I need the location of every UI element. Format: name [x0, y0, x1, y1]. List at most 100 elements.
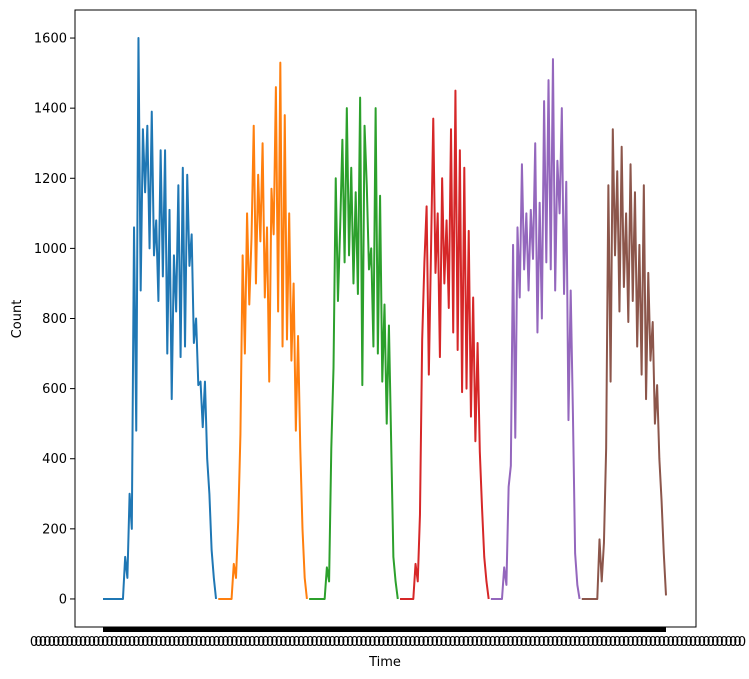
- x-tick-label-overplotted: 0: [230, 635, 238, 650]
- x-tick-label-overplotted: 0: [573, 635, 581, 650]
- x-tick-label-overplotted: 0: [524, 635, 532, 650]
- x-tick-label-overplotted: 0: [168, 635, 176, 650]
- x-axis-label: Time: [368, 655, 401, 670]
- x-tick-label-overplotted: 0: [310, 635, 318, 650]
- x-tick-label-overplotted: 0: [284, 635, 292, 650]
- x-tick-label-overplotted: 0: [199, 635, 207, 650]
- x-tick-label-overplotted: 0: [132, 635, 140, 650]
- x-tick-label-overplotted: 0: [582, 635, 590, 650]
- x-tick-label-overplotted: 0: [48, 635, 56, 650]
- series-layer: [103, 37, 667, 600]
- x-tick-label-overplotted: 0: [382, 635, 390, 650]
- x-tick-label-overplotted: 0: [435, 635, 443, 650]
- x-tick-label-overplotted: 0: [600, 635, 608, 650]
- x-tick-label-overplotted: 0: [471, 635, 479, 650]
- x-tick-label-overplotted: 0: [377, 635, 385, 650]
- x-tick-label-overplotted: 0: [257, 635, 265, 650]
- x-tick-label-overplotted: 0: [707, 635, 715, 650]
- x-tick-label-overplotted: 0: [404, 635, 412, 650]
- x-tick-label-overplotted: 0: [546, 635, 554, 650]
- plot-frame: [74, 9, 697, 628]
- y-tick-label: 1600: [34, 32, 67, 47]
- x-tick-label-overplotted: 0: [729, 635, 737, 650]
- x-tick-label-overplotted: 0: [52, 635, 60, 650]
- x-tick-label-overplotted: 0: [671, 635, 679, 650]
- x-tick-label-overplotted: 0: [426, 635, 434, 650]
- x-tick-label-overplotted: 0: [306, 635, 314, 650]
- x-tick-label-overplotted: 0: [502, 635, 510, 650]
- x-tick-label-overplotted: 0: [693, 635, 701, 650]
- x-tick-label-overplotted: 0: [155, 635, 163, 650]
- x-tick-label-overplotted: 0: [190, 635, 198, 650]
- x-tick-label-overplotted: 0: [279, 635, 287, 650]
- x-tick-label-overplotted: 0: [123, 635, 131, 650]
- x-tick-label-overplotted: 0: [448, 635, 456, 650]
- x-tick-label-overplotted: 0: [110, 635, 118, 650]
- x-tick-label-overplotted: 0: [511, 635, 519, 650]
- x-tick-label-overplotted: 0: [520, 635, 528, 650]
- x-tick-label-overplotted: 0: [212, 635, 220, 650]
- x-tick-label-overplotted: 0: [106, 635, 114, 650]
- x-tick-label-overplotted: 0: [270, 635, 278, 650]
- x-tick-label-overplotted: 0: [386, 635, 394, 650]
- x-tick-label-overplotted: 0: [350, 635, 358, 650]
- x-tick-label-overplotted: 0: [172, 635, 180, 650]
- x-tick-label-overplotted: 0: [698, 635, 706, 650]
- x-tick-label-overplotted: 0: [716, 635, 724, 650]
- x-tick-label-overplotted: 0: [301, 635, 309, 650]
- x-tick-label-overplotted: 0: [346, 635, 354, 650]
- x-tick-label-overplotted: 0: [319, 635, 327, 650]
- x-tick-label-overplotted: 0: [466, 635, 474, 650]
- x-tick-label-overplotted: 0: [364, 635, 372, 650]
- x-tick-label-overplotted: 0: [662, 635, 670, 650]
- x-tick-label-overplotted: 0: [337, 635, 345, 650]
- y-axis-label: Count: [10, 300, 25, 339]
- x-tick-label-overplotted: 0: [618, 635, 626, 650]
- x-tick-label-overplotted: 0: [177, 635, 185, 650]
- y-tick-label: 1000: [34, 242, 67, 257]
- x-tick-label-overplotted: 0: [391, 635, 399, 650]
- series-line-2: [218, 61, 308, 600]
- x-tick-label-overplotted: 0: [74, 635, 82, 650]
- x-tick-label-overplotted: 0: [342, 635, 350, 650]
- x-tick-label-overplotted: 0: [57, 635, 65, 650]
- x-tick-label-overplotted: 0: [119, 635, 127, 650]
- x-tick-label-overplotted: 0: [252, 635, 260, 650]
- x-tick-label-overplotted: 0: [658, 635, 666, 650]
- x-tick-label-overplotted: 0: [569, 635, 577, 650]
- x-tick-label-overplotted: 0: [159, 635, 167, 650]
- y-axis-ticks: 0 200 400 600 800 1000 1200 1400 1600: [34, 32, 75, 607]
- x-tick-label-overplotted: 0: [293, 635, 301, 650]
- x-tick-label-overplotted: 0: [137, 635, 145, 650]
- x-tick-label-overplotted: 0: [493, 635, 501, 650]
- x-tick-label-overplotted: 0: [275, 635, 283, 650]
- x-tick-label-overplotted: 0: [444, 635, 452, 650]
- x-tick-label-overplotted: 0: [484, 635, 492, 650]
- x-tick-label-overplotted: 0: [680, 635, 688, 650]
- x-tick-label-overplotted: 0: [422, 635, 430, 650]
- x-tick-label-overplotted: 0: [497, 635, 505, 650]
- x-tick-label-overplotted: 0: [65, 635, 73, 650]
- x-tick-label-overplotted: 0: [413, 635, 421, 650]
- x-tick-label-overplotted: 0: [591, 635, 599, 650]
- x-tick-label-overplotted: 0: [440, 635, 448, 650]
- x-tick-label-overplotted: 0: [613, 635, 621, 650]
- x-tick-label-overplotted: 0: [631, 635, 639, 650]
- y-tick-label: 800: [42, 312, 67, 327]
- x-tick-label-overplotted: 0: [39, 635, 47, 650]
- x-tick-label-overplotted: 0: [506, 635, 514, 650]
- x-tick-label-overplotted: 0: [114, 635, 122, 650]
- x-tick-label-overplotted: 0: [101, 635, 109, 650]
- x-tick-label-overplotted: 0: [395, 635, 403, 650]
- x-tick-label-overplotted: 0: [30, 635, 38, 650]
- x-tick-label-overplotted: 0: [431, 635, 439, 650]
- x-tick-label-overplotted: 0: [235, 635, 243, 650]
- x-tick-label-overplotted: 0: [315, 635, 323, 650]
- x-axis-ticks: 0000000000000000000000000000000000000000…: [30, 627, 746, 650]
- x-tick-label-overplotted: 0: [555, 635, 563, 650]
- x-tick-label-overplotted: 0: [551, 635, 559, 650]
- x-tick-marks-overplotted: [103, 627, 666, 632]
- x-tick-label-overplotted: 0: [667, 635, 675, 650]
- x-tick-label-overplotted: 0: [622, 635, 630, 650]
